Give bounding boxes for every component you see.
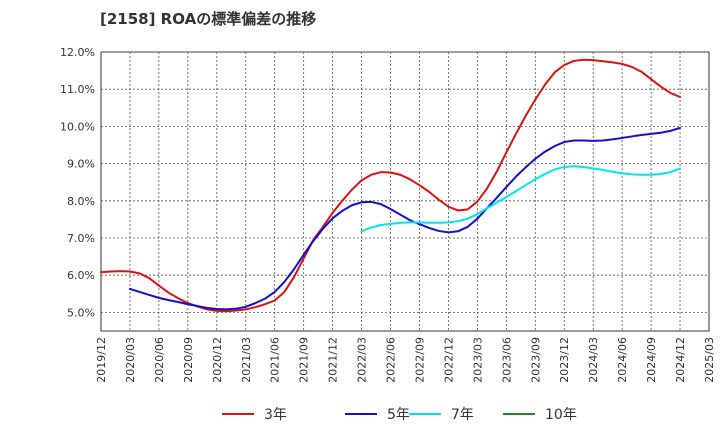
x-tick-label: 2019/12: [95, 337, 108, 383]
x-tick-label: 2023/06: [500, 337, 513, 383]
legend-label: 7年: [451, 407, 474, 423]
x-tick-label: 2023/12: [558, 337, 571, 383]
y-tick-label: 9.0%: [67, 158, 95, 171]
series-lines: [100, 58, 682, 313]
x-tick-label: 2021/03: [240, 337, 253, 383]
x-tick-label: 2021/12: [327, 337, 340, 383]
x-tick-label: 2024/03: [587, 337, 600, 383]
chart-title: [2158] ROAの標準偏差の推移: [100, 10, 317, 28]
x-tick-label: 2022/12: [442, 337, 455, 383]
x-tick-label: 2022/09: [413, 337, 426, 383]
legend-label: 5年: [387, 407, 410, 423]
legend: 3年 5年 7年 10年: [222, 407, 577, 423]
x-axis-ticks: 2019/12 2020/03 2020/06 2020/09 2020/12 2021/…: [95, 337, 716, 383]
x-tick-label: 2020/12: [211, 337, 224, 383]
x-tick-label: 2021/06: [269, 337, 282, 383]
series-line-7年: [360, 165, 682, 233]
x-tick-label: 2021/09: [298, 337, 311, 383]
x-tick-label: 2022/06: [385, 337, 398, 383]
x-tick-label: 2023/03: [471, 337, 484, 383]
y-tick-label: 6.0%: [67, 269, 95, 282]
x-tick-label: 2023/09: [529, 337, 542, 383]
x-tick-label: 2022/03: [356, 337, 369, 383]
x-tick-label: 2024/09: [645, 337, 658, 383]
x-tick-label: 2025/03: [703, 337, 716, 383]
y-tick-label: 5.0%: [67, 306, 95, 319]
x-tick-label: 2020/03: [124, 337, 137, 383]
x-tick-label: 2020/09: [182, 337, 195, 383]
x-tick-label: 2024/06: [616, 337, 629, 383]
y-axis-ticks: 12.0% 11.0% 10.0% 9.0% 8.0% 7.0% 6.0% 5.0%: [60, 46, 95, 319]
x-tick-label: 2020/06: [153, 337, 166, 383]
legend-label: 3年: [264, 407, 287, 423]
y-tick-label: 11.0%: [60, 83, 95, 96]
y-tick-label: 12.0%: [60, 46, 95, 59]
series-line-5年: [128, 126, 682, 311]
legend-label: 10年: [545, 407, 577, 423]
grid-lines: [101, 51, 709, 331]
x-tick-label: 2024/12: [674, 337, 687, 383]
y-tick-label: 10.0%: [60, 120, 95, 133]
y-tick-label: 7.0%: [67, 232, 95, 245]
plot-area: [100, 51, 710, 332]
y-tick-label: 8.0%: [67, 195, 95, 208]
